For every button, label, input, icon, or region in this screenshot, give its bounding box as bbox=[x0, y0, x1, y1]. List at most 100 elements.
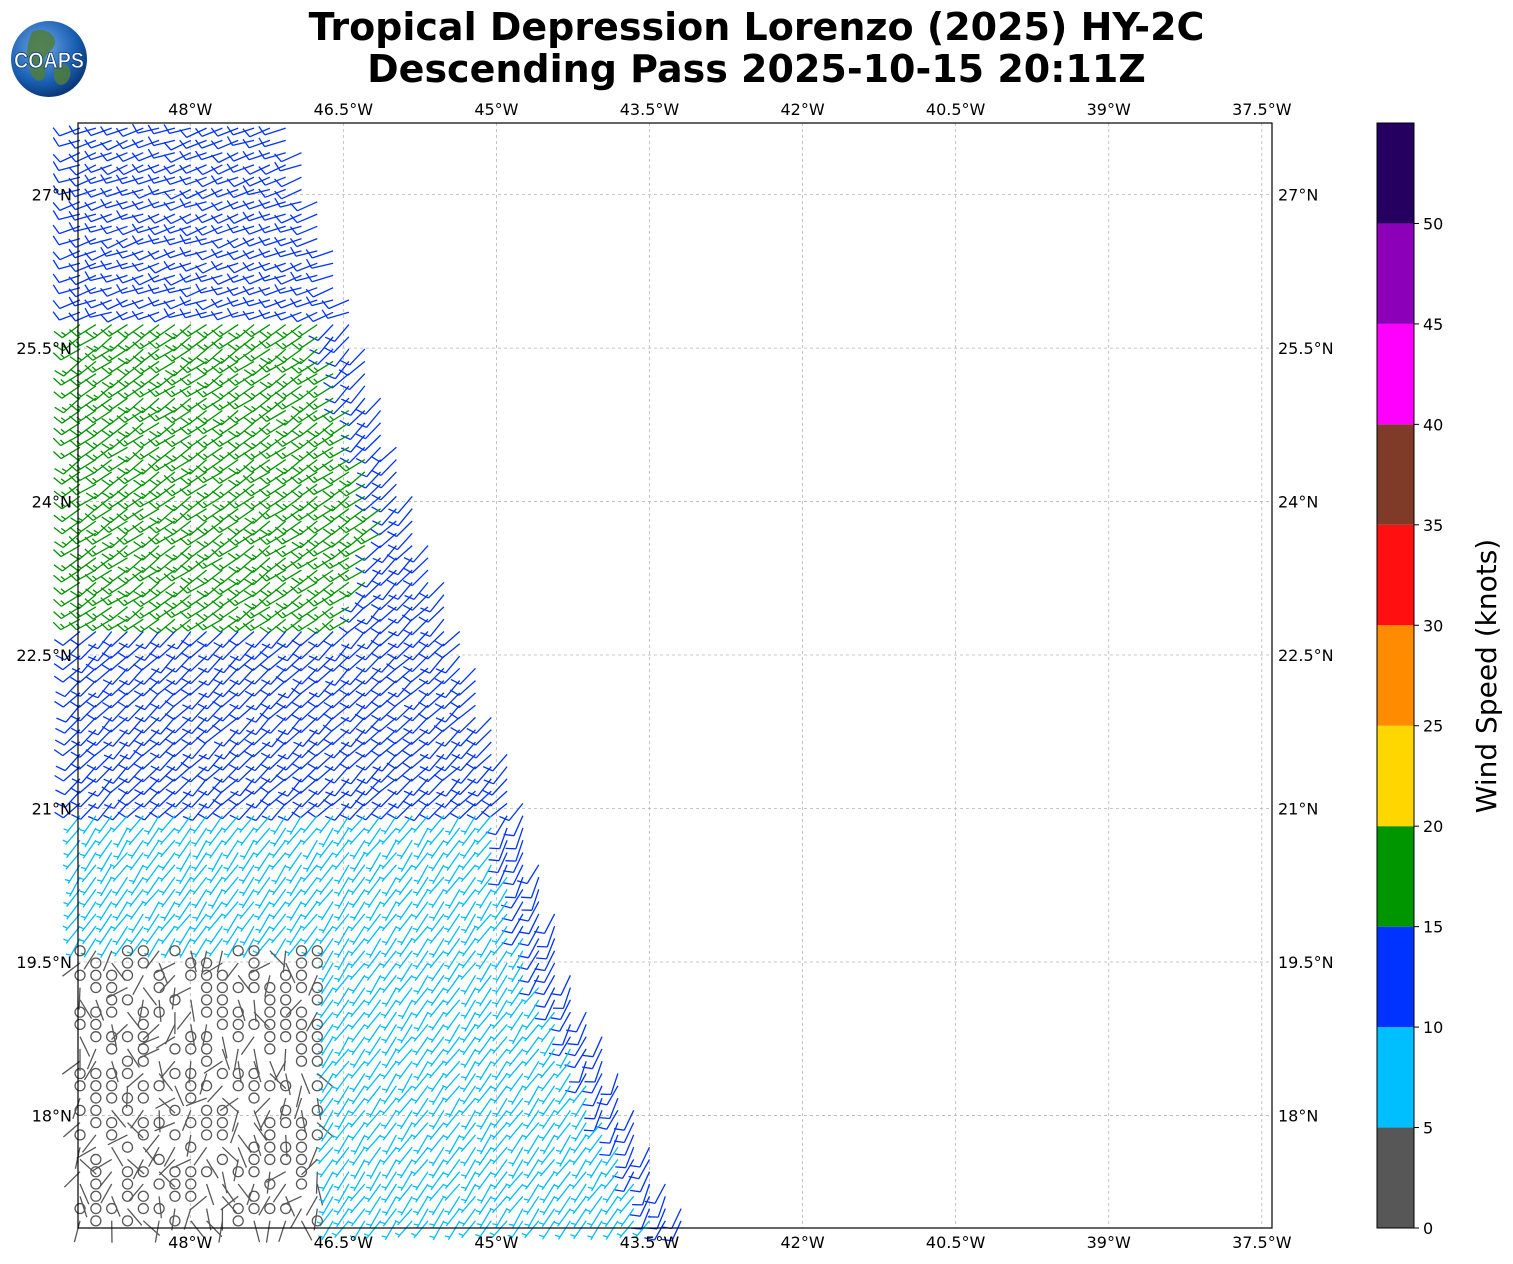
wind-barb bbox=[211, 483, 239, 498]
wind-barb bbox=[253, 999, 257, 1022]
wind-barb bbox=[356, 410, 382, 428]
calm-wind-circle bbox=[200, 1080, 213, 1092]
calm-wind-circle bbox=[200, 1043, 213, 1055]
wind-barb bbox=[170, 987, 192, 999]
wind-barb bbox=[475, 950, 492, 970]
wind-barb bbox=[163, 283, 191, 294]
wind-barb bbox=[305, 249, 334, 259]
calm-wind-circle bbox=[311, 1104, 323, 1116]
wind-barb bbox=[450, 778, 476, 796]
wind-barb bbox=[381, 1048, 397, 1069]
wind-barb bbox=[180, 459, 208, 475]
wind-barb bbox=[52, 348, 81, 361]
wind-barb bbox=[195, 299, 223, 311]
wind-barb bbox=[238, 888, 255, 909]
wind-barb bbox=[365, 938, 382, 958]
wind-barb bbox=[142, 852, 160, 871]
wind-barb bbox=[291, 397, 318, 413]
wind-barb bbox=[322, 569, 350, 583]
wind-barb bbox=[305, 409, 334, 422]
wind-barb bbox=[461, 1159, 477, 1180]
wind-barb bbox=[164, 704, 192, 720]
wind-barb bbox=[363, 1122, 382, 1141]
wind-barb bbox=[523, 999, 540, 1020]
wind-barb bbox=[523, 1159, 540, 1179]
wind-barb bbox=[428, 888, 445, 909]
calm-wind-circle bbox=[90, 1104, 102, 1116]
wind-barb bbox=[258, 422, 287, 436]
wind-barb bbox=[318, 1183, 334, 1204]
wind-barb bbox=[195, 272, 223, 283]
wind-barb bbox=[347, 1195, 366, 1214]
wind-barb bbox=[428, 1146, 445, 1167]
wind-barb bbox=[587, 1171, 603, 1192]
wind-barb bbox=[370, 716, 397, 733]
calm-wind-circle bbox=[280, 1141, 292, 1153]
wind-barb bbox=[402, 655, 429, 673]
wind-barb bbox=[54, 532, 81, 549]
calm-wind-circle bbox=[106, 1116, 118, 1129]
wind-barb bbox=[419, 716, 445, 735]
wind-barb bbox=[68, 324, 97, 337]
wind-barb bbox=[410, 1122, 429, 1140]
calm-wind-circle bbox=[137, 1116, 149, 1129]
wind-barb bbox=[318, 827, 334, 848]
wind-barb bbox=[322, 520, 350, 536]
wind-barb bbox=[460, 1171, 477, 1192]
wind-barb bbox=[212, 410, 239, 426]
calm-wind-circle bbox=[264, 1080, 276, 1092]
wind-barb bbox=[380, 1109, 397, 1130]
wind-barb bbox=[506, 1073, 524, 1092]
wind-barb bbox=[68, 569, 97, 582]
wind-barb bbox=[226, 307, 255, 318]
calm-wind-circle bbox=[137, 945, 149, 957]
wind-barb bbox=[337, 520, 366, 534]
wind-barb bbox=[522, 1011, 540, 1031]
wind-barb bbox=[228, 680, 255, 697]
wind-barb bbox=[101, 483, 128, 499]
wind-barb bbox=[461, 1011, 477, 1032]
wind-barb bbox=[365, 1036, 382, 1056]
wind-barb bbox=[395, 1146, 413, 1165]
wind-barb bbox=[101, 545, 128, 561]
wind-barb bbox=[476, 1208, 492, 1228]
wind-barb bbox=[523, 1183, 540, 1204]
wind-barb bbox=[334, 925, 350, 946]
wind-barb bbox=[226, 397, 255, 410]
wind-barb bbox=[127, 876, 144, 896]
wind-barb bbox=[538, 1097, 556, 1117]
calm-wind-circle bbox=[232, 1067, 244, 1080]
wind-barb bbox=[306, 397, 334, 410]
wind-barb bbox=[331, 852, 350, 870]
wind-barb bbox=[426, 1060, 445, 1079]
wind-barb bbox=[279, 1097, 287, 1120]
wind-barb bbox=[570, 1134, 587, 1154]
wind-barb bbox=[321, 309, 350, 320]
wind-barb bbox=[117, 692, 144, 709]
wind-barb bbox=[84, 409, 113, 424]
wind-barb bbox=[117, 446, 144, 463]
wind-barb bbox=[476, 938, 492, 958]
calm-wind-circle bbox=[248, 1202, 260, 1215]
wind-barb bbox=[52, 434, 81, 447]
wind-barb bbox=[450, 802, 476, 820]
wind-barb bbox=[490, 1073, 508, 1092]
calm-wind-circle bbox=[169, 1104, 181, 1116]
lon-tick-bottom-2: 45°W bbox=[474, 1233, 518, 1252]
wind-barb bbox=[602, 1195, 619, 1215]
wind-barb bbox=[277, 802, 303, 822]
wind-barb bbox=[244, 594, 271, 610]
wind-barb bbox=[523, 1195, 540, 1216]
wind-barb bbox=[195, 385, 223, 398]
wind-barb bbox=[442, 1073, 461, 1091]
wind-barb bbox=[84, 235, 112, 245]
calm-wind-circle bbox=[169, 1215, 181, 1227]
wind-barb bbox=[96, 901, 113, 921]
calm-wind-circle bbox=[153, 1178, 165, 1190]
wind-barb bbox=[356, 802, 382, 821]
lat-tick-left-1: 25.5°N bbox=[16, 339, 72, 358]
wind-barb bbox=[274, 299, 302, 309]
wind-barb bbox=[380, 1060, 397, 1080]
wind-barb bbox=[100, 224, 128, 235]
wind-barb bbox=[259, 618, 287, 634]
